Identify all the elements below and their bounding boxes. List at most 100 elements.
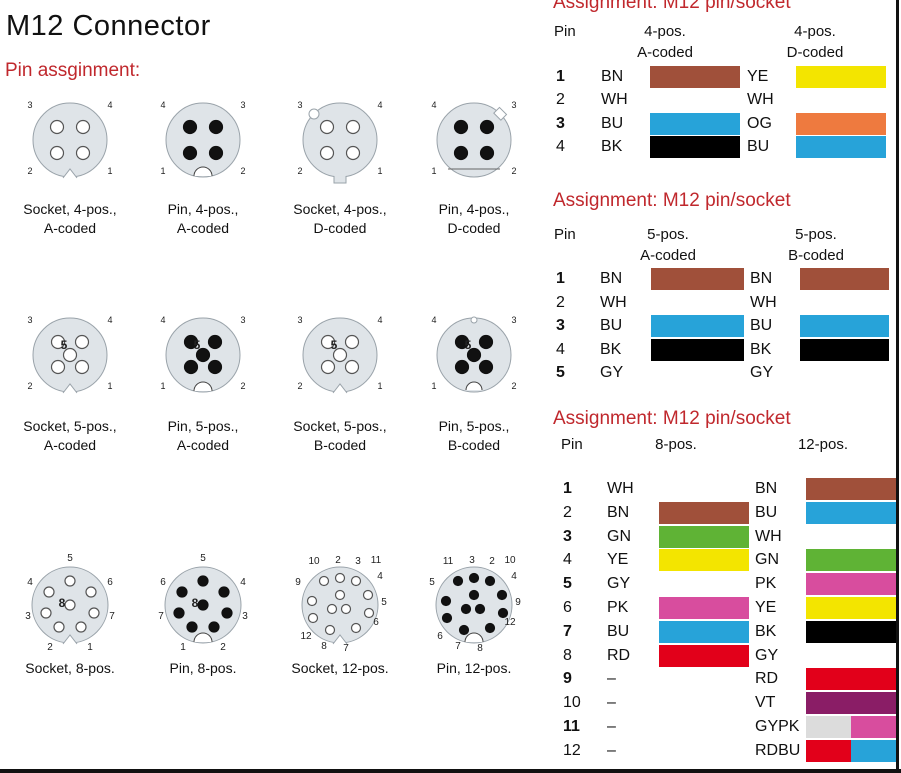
connector-contact <box>334 572 346 584</box>
pin-number-label: 2 <box>297 166 302 176</box>
connector-contact <box>332 347 348 363</box>
connector-contact <box>207 359 223 375</box>
pin-number-label: 3 <box>240 100 245 110</box>
pin-number-label: 3 <box>469 555 475 566</box>
pin-number: 4 <box>563 551 572 569</box>
pin-number-label: 8 <box>59 596 66 610</box>
color-swatch <box>800 315 889 337</box>
color-swatch <box>651 315 744 337</box>
assignment-table-title: Assignment: M12 pin/socket <box>553 0 791 13</box>
table-row: 8 RD GY <box>0 645 901 667</box>
pin-number-label: 7 <box>343 643 349 654</box>
connector-caption: Pin, 12-pos. <box>436 660 512 676</box>
pin-number-label: 4 <box>160 100 165 110</box>
wire-color-code: RD <box>755 670 779 688</box>
pin-number-label: 2 <box>27 381 32 391</box>
color-swatch <box>806 597 896 619</box>
pin-number-label: 1 <box>107 166 112 176</box>
wire-color-code: WH <box>747 91 774 109</box>
wire-color-code: BN <box>750 270 773 287</box>
pin-number-label: 1 <box>431 166 436 176</box>
pin-number-label: 5 <box>381 597 387 608</box>
table-row: 2 WH WH <box>0 292 901 314</box>
connector-face-diagram: 3 4 2 1 5 <box>27 315 113 394</box>
pin-number-label: 2 <box>511 381 516 391</box>
pin-number-label: 1 <box>87 642 93 653</box>
color-swatch <box>806 478 896 500</box>
color-swatch <box>806 573 896 596</box>
wire-color-code: BN <box>607 503 630 521</box>
connector-contact <box>452 575 464 587</box>
pin-number-label: 12 <box>300 631 312 642</box>
color-swatch <box>659 525 749 548</box>
pin-number: 7 <box>563 622 572 640</box>
connector-contact <box>64 599 76 611</box>
pin-number: 8 <box>563 646 572 664</box>
pin-number-label: 11 <box>371 555 382 566</box>
pin-number: 2 <box>556 293 565 311</box>
connector-caption: Pin, 4-pos., D-coded <box>438 201 510 236</box>
table-row: 6 PK YE <box>0 597 901 619</box>
connector-contact <box>186 621 198 633</box>
pin-number: 9 <box>563 670 572 688</box>
connector-contact <box>466 347 482 363</box>
connector-contact <box>340 603 352 615</box>
pin-number-label: 3 <box>297 315 302 325</box>
connector-contact <box>40 607 52 619</box>
connector-contact <box>183 359 199 375</box>
pin-number-label: 1 <box>160 166 165 176</box>
connector-face-diagram: 3 4 2 1 5 <box>297 315 383 394</box>
pin-number-label: 3 <box>355 556 361 567</box>
pin-number-label: 6 <box>107 577 113 588</box>
table-row: 4 BK BK <box>0 339 901 361</box>
wire-color-code: BK <box>750 340 772 358</box>
connector-contact <box>43 586 55 598</box>
pin-number: 5 <box>556 364 565 381</box>
table-row: 7 BU BK <box>0 621 901 643</box>
color-swatch <box>851 739 896 762</box>
wire-color-code: RDBU <box>755 741 801 759</box>
pin-number-label: 1 <box>180 642 186 653</box>
pin-number-label: 10 <box>504 555 516 566</box>
column-header-1: 4-pos. A-coded <box>637 23 693 61</box>
wire-color-code: – <box>607 670 616 688</box>
wire-color-code: BK <box>600 340 622 358</box>
table-row: 3 GN WH <box>0 526 901 548</box>
column-header-2: 4-pos. D-coded <box>786 23 844 61</box>
pin-number-label: 2 <box>47 642 53 653</box>
connector-contact <box>441 612 453 624</box>
pin-number-label: 4 <box>377 571 383 582</box>
connector-contact <box>74 334 90 350</box>
connector-contact <box>50 359 66 375</box>
connector-pin-12-pos-a-coded: 11 3 2 10 4 5 9 6 12 7 8 <box>414 545 534 665</box>
connector-contact <box>49 119 65 135</box>
connector-contact <box>320 334 336 350</box>
connector-contact <box>173 607 185 619</box>
wire-color-code: BU <box>750 317 773 334</box>
connector-caption: Socket, 8-pos. <box>25 660 115 676</box>
pin-number-label: 2 <box>27 166 32 176</box>
wire-color-code: BU <box>607 622 630 640</box>
pin-number-label: 5 <box>429 577 435 588</box>
pin-number-label: 4 <box>431 315 436 325</box>
pin-number-label: 5 <box>331 338 338 352</box>
connector-contact <box>195 347 211 363</box>
table-row: 5 GY GY <box>0 362 901 384</box>
pin-number: 6 <box>563 599 572 616</box>
connector-contact <box>453 119 469 135</box>
pin-number: 1 <box>556 270 565 287</box>
connector-contact <box>182 119 198 135</box>
connector-socket-8-pos-a-coded: 5 4 6 3 7 2 1 8 <box>10 545 130 665</box>
pin-number-label: 3 <box>242 611 248 622</box>
connector-contact <box>479 145 495 161</box>
wire-color-code: WH <box>600 293 627 311</box>
pin-number-label: 2 <box>297 381 302 391</box>
connector-contact <box>182 145 198 161</box>
color-swatch <box>806 739 851 762</box>
pin-number-label: 3 <box>240 315 245 325</box>
wire-color-code: GY <box>607 575 631 593</box>
connector-contact <box>496 589 508 601</box>
connector-caption: Socket, 5-pos., B-coded <box>293 418 387 453</box>
connector-caption: Socket, 5-pos., A-coded <box>23 418 117 453</box>
connector-contact <box>319 145 335 161</box>
